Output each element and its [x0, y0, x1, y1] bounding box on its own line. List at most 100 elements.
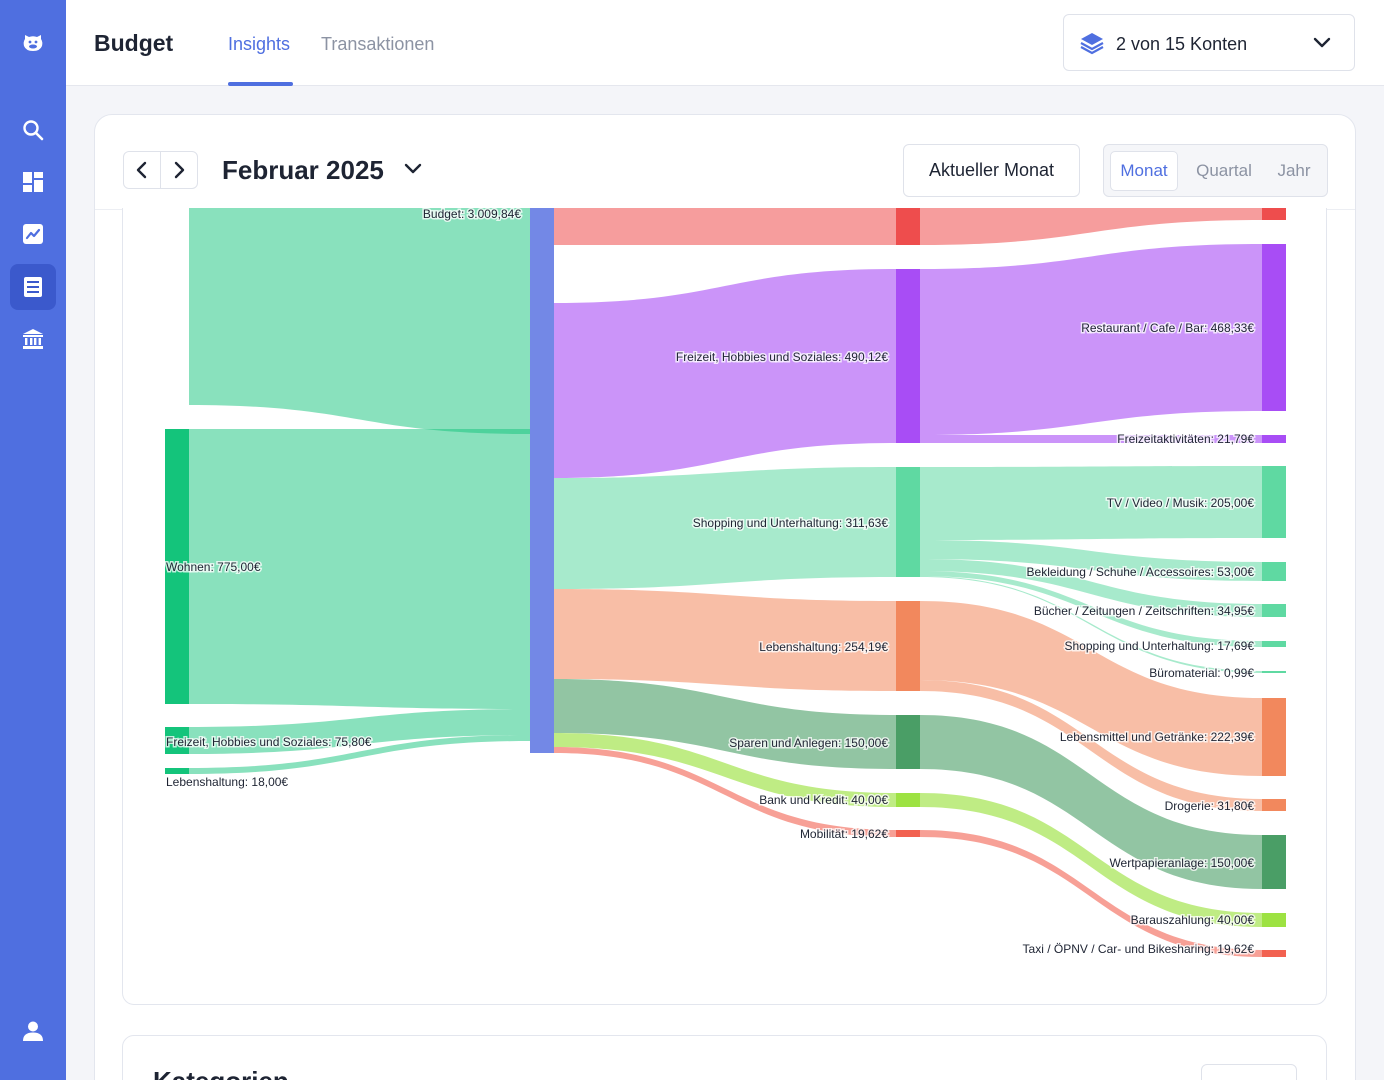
sankey-link-shopping-to-tv[interactable]	[920, 466, 1262, 540]
sankey-link-budget-to-leben[interactable]	[554, 589, 896, 691]
sankey-node-bargeld[interactable]	[1262, 913, 1286, 927]
period-option-quartal[interactable]: Quartal	[1196, 161, 1252, 180]
sankey-node-tv[interactable]	[1262, 466, 1286, 538]
sankey-link-budget-to-mobil[interactable]	[554, 747, 896, 837]
sankey-link-freizeit_in-to-budget[interactable]	[189, 709, 530, 754]
sankey-link-freizeit-to-freizeitakt[interactable]	[920, 435, 1262, 443]
sankey-link-budget-to-shopping[interactable]	[554, 467, 896, 589]
logo-icon[interactable]	[10, 20, 56, 66]
sankey-link-mobil-to-taxi[interactable]	[920, 830, 1262, 957]
sankey-link-leben-to-lebensmittel[interactable]	[920, 601, 1262, 776]
bank-icon[interactable]	[10, 316, 56, 362]
sankey-link-wohnen_in-to-budget[interactable]	[189, 208, 530, 434]
chevron-left-icon	[136, 161, 146, 179]
sankey-label-lebensmittel: Lebensmittel und Getränke: 222,39€	[1060, 730, 1254, 744]
next-period-button[interactable]	[161, 152, 198, 188]
sankey-label-buecher: Bücher / Zeitungen / Zeitschriften: 34,9…	[1034, 604, 1254, 618]
sankey-label-drogerie: Drogerie: 31,80€	[1165, 799, 1255, 813]
sankey-chart: Budget: 3.009,84€ Wohnen: 775,00€ Freizeit…	[122, 208, 1327, 1005]
sankey-link-wohnen_in-to-budget[interactable]	[189, 429, 530, 709]
sankey-link-freizeit-to-restaurant[interactable]	[920, 244, 1262, 435]
sankey-link-leben-to-drogerie[interactable]	[920, 680, 1262, 811]
sankey-node-restaurant[interactable]	[1262, 244, 1286, 411]
layers-icon	[1080, 31, 1104, 60]
sankey-label-taxi: Taxi / ÖPNV / Car- und Bikesharing: 19,6…	[1023, 942, 1255, 956]
sankey-node-top_sub[interactable]	[1262, 208, 1286, 220]
tab-insights[interactable]: Insights	[228, 34, 291, 54]
chevron-right-icon	[174, 161, 184, 179]
sankey-label-leben_in: Lebenshaltung: 18,00€	[166, 775, 288, 789]
sankey-link-budget-to-sparen[interactable]	[554, 679, 896, 769]
sankey-label-freizeitakt: Freizeitaktivitäten: 21,79€	[1117, 432, 1254, 446]
period-chevron-down-icon[interactable]	[403, 161, 423, 182]
sankey-label-bank: Bank und Kredit: 40,00€	[759, 793, 888, 807]
sankey-node-leben[interactable]	[896, 601, 920, 691]
accounts-dropdown[interactable]: 2 von 15 Konten	[1063, 14, 1355, 71]
search-icon[interactable]	[10, 107, 56, 153]
sankey-node-freizeit[interactable]	[896, 269, 920, 443]
sankey-node-wertpapier[interactable]	[1262, 835, 1286, 889]
categories-card: Kategorien	[122, 1035, 1327, 1080]
sankey-link-bank-to-bargeld[interactable]	[920, 793, 1262, 927]
sankey-link-budget-to-bank[interactable]	[554, 733, 896, 807]
chevron-down-icon	[1312, 35, 1332, 56]
sidebar	[0, 0, 66, 1080]
sankey-label-budget: Budget: 3.009,84€	[423, 208, 521, 221]
sankey-node-freizeitakt[interactable]	[1262, 435, 1286, 443]
top-bar: Budget Insights Transaktionen 2 von 15 K…	[66, 0, 1384, 86]
sankey-node-shopping_sub[interactable]	[1262, 641, 1286, 647]
period-nav	[123, 151, 198, 189]
period-option-monat[interactable]: Monat	[1110, 151, 1178, 191]
user-icon[interactable]	[10, 1008, 56, 1054]
sankey-node-budget[interactable]	[530, 208, 554, 753]
accounts-label: 2 von 15 Konten	[1116, 34, 1248, 54]
sankey-node-wohnen_in[interactable]	[165, 429, 189, 704]
budget-icon[interactable]	[10, 264, 56, 310]
sankey-node-drogerie[interactable]	[1262, 799, 1286, 811]
sankey-label-tv: TV / Video / Musik: 205,00€	[1107, 496, 1255, 510]
sankey-node-buero[interactable]	[1262, 671, 1286, 673]
sankey-label-freizeit: Freizeit, Hobbies und Soziales: 490,12€	[676, 350, 888, 364]
categories-toggle[interactable]	[1201, 1064, 1297, 1080]
sankey-links	[189, 208, 1262, 957]
sankey-node-freizeit_in[interactable]	[165, 727, 189, 754]
sankey-link-budget-to-freizeit[interactable]	[554, 269, 896, 478]
sankey-svg: Budget: 3.009,84€ Wohnen: 775,00€ Freizeit…	[165, 208, 1286, 958]
sankey-node-top_cat[interactable]	[896, 208, 920, 245]
dashboard-icon[interactable]	[10, 159, 56, 205]
sankey-node-taxi[interactable]	[1262, 950, 1286, 957]
sankey-node-leben_in[interactable]	[165, 768, 189, 774]
sankey-link-sparen-to-wertpapier[interactable]	[920, 715, 1262, 889]
sankey-link-budget-to-top_cat[interactable]	[554, 208, 896, 245]
sankey-node-buecher[interactable]	[1262, 604, 1286, 617]
sankey-link-shopping-to-buero[interactable]	[920, 576, 1262, 673]
tab-transaktionen[interactable]: Transaktionen	[321, 34, 435, 54]
sankey-node-mobil[interactable]	[896, 830, 920, 837]
sankey-link-top_cat-to-top_sub[interactable]	[920, 208, 1262, 245]
sankey-label-wohnen_in: Wohnen: 775,00€	[166, 560, 261, 574]
sankey-node-bekleidung[interactable]	[1262, 562, 1286, 581]
sankey-label-leben: Lebenshaltung: 254,19€	[759, 640, 888, 654]
chart-icon[interactable]	[10, 211, 56, 257]
sankey-node-lebensmittel[interactable]	[1262, 698, 1286, 776]
current-month-button[interactable]: Aktueller Monat	[903, 144, 1080, 197]
sankey-link-leben_in-to-budget[interactable]	[189, 735, 530, 774]
period-title[interactable]: Februar 2025	[222, 155, 384, 185]
sankey-label-restaurant: Restaurant / Cafe / Bar: 468,33€	[1081, 321, 1254, 335]
sankey-label-bekleidung: Bekleidung / Schuhe / Accessoires: 53,00…	[1027, 565, 1255, 579]
sankey-label-shopping: Shopping und Unterhaltung: 311,63€	[693, 516, 889, 530]
period-switch: Monat Quartal Jahr	[1103, 144, 1328, 197]
sankey-label-shopping_sub: Shopping und Unterhaltung: 17,69€	[1065, 639, 1255, 653]
sankey-link-shopping-to-buecher[interactable]	[920, 559, 1262, 617]
sankey-link-shopping-to-shopping_sub[interactable]	[920, 571, 1262, 647]
sankey-label-bargeld: Barauszahlung: 40,00€	[1131, 913, 1255, 927]
app-title: Budget	[94, 30, 174, 56]
sankey-link-shopping-to-bekleidung[interactable]	[920, 540, 1262, 581]
sankey-node-shopping[interactable]	[896, 467, 920, 577]
sankey-label-mobil: Mobilität: 19,62€	[800, 827, 888, 841]
period-option-jahr[interactable]: Jahr	[1277, 161, 1311, 180]
sankey-label-wertpapier: Wertpapieranlage: 150,00€	[1109, 856, 1254, 870]
prev-period-button[interactable]	[124, 152, 161, 188]
sankey-node-sparen[interactable]	[896, 715, 920, 769]
sankey-node-bank[interactable]	[896, 793, 920, 807]
